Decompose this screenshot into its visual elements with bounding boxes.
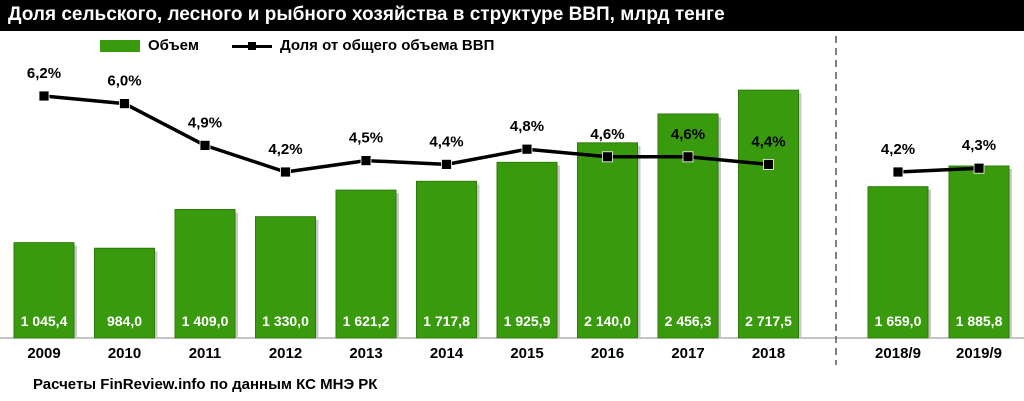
- x-tick-label: 2017: [671, 345, 704, 362]
- bar: [496, 161, 558, 339]
- share-point: [360, 155, 372, 167]
- share-value-label: 4,2%: [268, 141, 302, 158]
- share-value-label: 4,4%: [751, 133, 785, 150]
- share-point: [119, 98, 130, 109]
- bar-value-label: 2 717,5: [745, 313, 792, 329]
- share-point: [892, 166, 904, 178]
- bar-value-label: 984,0: [107, 313, 142, 329]
- x-tick-label: 2010: [108, 345, 141, 362]
- x-tick-label: 2011: [189, 345, 222, 362]
- x-tick-label: 2015: [510, 345, 543, 362]
- x-tick-label: 2018: [752, 345, 785, 362]
- share-value-label: 4,3%: [962, 137, 996, 154]
- legend-bar-swatch: [100, 39, 140, 52]
- share-value-label: 4,6%: [590, 126, 624, 143]
- x-tick-label: 2014: [430, 345, 464, 362]
- share-value-label: 6,0%: [107, 73, 141, 90]
- bar: [948, 165, 1010, 339]
- share-line: [897, 166, 980, 174]
- legend-item-volume: Объем: [100, 37, 199, 54]
- share-value-label: 6,2%: [27, 65, 61, 82]
- share-value-label: 4,9%: [188, 114, 222, 131]
- bar: [657, 113, 719, 339]
- chart-title: Доля сельского, лесного и рыбного хозяйс…: [8, 4, 725, 25]
- legend-item-share: Доля от общего объема ВВП: [232, 37, 494, 54]
- x-tick-label: 2018/9: [875, 345, 921, 362]
- bar-value-label: 1 659,0: [875, 313, 922, 329]
- x-tick-label: 2009: [27, 345, 60, 362]
- bar: [577, 142, 638, 339]
- bar-value-label: 1 885,8: [956, 313, 1003, 329]
- bar-value-label: 1 409,0: [182, 313, 229, 329]
- bar-value-label: 1 925,9: [504, 313, 551, 329]
- x-tick-label: 2016: [591, 345, 624, 362]
- bar-value-label: 1 045,4: [21, 313, 68, 329]
- share-point: [38, 90, 50, 102]
- share-value-label: 4,8%: [510, 118, 544, 135]
- legend-line-swatch: [232, 40, 272, 52]
- legend: Объем Доля от общего объема ВВП: [0, 37, 700, 57]
- share-line: [43, 94, 769, 174]
- share-point: [199, 139, 211, 151]
- share-point: [602, 151, 613, 163]
- legend-label-share: Доля от общего объема ВВП: [280, 37, 495, 54]
- share-point: [441, 158, 452, 170]
- share-value-label: 4,2%: [881, 141, 915, 158]
- share-point: [280, 166, 291, 178]
- bar-value-label: 2 456,3: [665, 313, 712, 329]
- share-point: [973, 162, 985, 174]
- title-bar: Доля сельского, лесного и рыбного хозяйс…: [0, 0, 1024, 31]
- share-point: [682, 151, 694, 163]
- share-point: [521, 143, 533, 155]
- bar-value-label: 1 717,8: [423, 313, 470, 329]
- bar: [738, 89, 799, 339]
- bar: [335, 189, 397, 339]
- share-value-label: 4,4%: [429, 133, 463, 150]
- x-tick-label: 2013: [349, 345, 382, 362]
- bar: [174, 208, 236, 339]
- bar: [255, 216, 316, 339]
- bar: [13, 242, 75, 339]
- x-tick-label: 2012: [269, 345, 302, 362]
- bar-value-label: 2 140,0: [584, 313, 631, 329]
- bar: [94, 247, 155, 339]
- x-tick-label: 2019/9: [956, 345, 1002, 362]
- bar: [416, 180, 477, 339]
- bar-value-label: 1 330,0: [262, 313, 309, 329]
- bar-value-label: 1 621,2: [343, 313, 390, 329]
- bar: [867, 186, 929, 339]
- source-note: Расчеты FinReview.info по данным КС МНЭ …: [33, 376, 378, 393]
- share-value-label: 4,6%: [671, 126, 705, 143]
- legend-label-volume: Объем: [148, 37, 199, 54]
- share-value-label: 4,5%: [349, 130, 383, 147]
- share-point: [763, 158, 774, 170]
